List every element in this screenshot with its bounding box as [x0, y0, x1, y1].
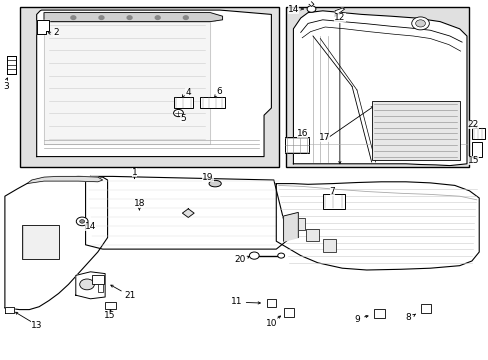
- Polygon shape: [334, 8, 344, 16]
- Text: 18: 18: [133, 199, 145, 208]
- Text: 7: 7: [329, 187, 335, 196]
- Circle shape: [173, 109, 183, 117]
- Bar: [373, 309, 384, 318]
- Polygon shape: [85, 176, 288, 249]
- Circle shape: [80, 279, 94, 290]
- Polygon shape: [5, 176, 107, 310]
- Text: 2: 2: [53, 28, 59, 37]
- Circle shape: [183, 16, 188, 19]
- Circle shape: [415, 20, 425, 27]
- Bar: [290, 218, 304, 230]
- Text: 19: 19: [202, 173, 213, 182]
- Polygon shape: [44, 22, 210, 144]
- Circle shape: [80, 220, 84, 223]
- Bar: [322, 194, 344, 209]
- Bar: [371, 101, 459, 160]
- Polygon shape: [182, 209, 194, 217]
- Circle shape: [411, 17, 428, 30]
- Text: 21: 21: [123, 292, 135, 300]
- Circle shape: [71, 16, 76, 19]
- Polygon shape: [27, 176, 102, 184]
- Bar: [420, 304, 430, 313]
- Circle shape: [155, 16, 160, 19]
- Text: 8: 8: [405, 313, 410, 322]
- Bar: [200, 97, 224, 108]
- Text: 1: 1: [131, 168, 137, 177]
- Bar: [284, 137, 308, 153]
- Circle shape: [277, 253, 284, 258]
- Bar: [305, 229, 319, 241]
- Text: 3: 3: [3, 82, 9, 91]
- Circle shape: [306, 6, 315, 12]
- Polygon shape: [37, 10, 271, 157]
- Text: 9: 9: [353, 315, 359, 324]
- Bar: [98, 284, 102, 292]
- Bar: [266, 299, 276, 307]
- Text: 22: 22: [467, 120, 478, 129]
- Polygon shape: [76, 272, 105, 299]
- Bar: [105, 302, 116, 309]
- Text: 14: 14: [287, 5, 299, 14]
- Text: 15: 15: [467, 156, 478, 166]
- Text: 4: 4: [185, 89, 191, 98]
- Polygon shape: [308, 2, 313, 6]
- Text: 16: 16: [296, 130, 308, 139]
- Bar: [92, 275, 104, 284]
- Bar: [471, 142, 481, 157]
- Circle shape: [99, 16, 103, 19]
- Text: 6: 6: [216, 87, 222, 96]
- Text: 15: 15: [104, 311, 116, 320]
- Polygon shape: [44, 13, 222, 22]
- Text: 12: 12: [333, 13, 345, 22]
- Circle shape: [76, 217, 88, 226]
- Circle shape: [249, 252, 259, 259]
- Text: 14: 14: [84, 222, 96, 231]
- Ellipse shape: [208, 180, 221, 187]
- Bar: [173, 97, 193, 108]
- Polygon shape: [293, 11, 466, 166]
- Text: 17: 17: [318, 133, 329, 142]
- Polygon shape: [37, 20, 49, 34]
- Bar: [285, 7, 468, 167]
- Polygon shape: [5, 307, 14, 313]
- Text: 10: 10: [265, 320, 277, 328]
- Text: 13: 13: [31, 321, 42, 330]
- Circle shape: [127, 16, 132, 19]
- Bar: [471, 128, 484, 139]
- Text: 20: 20: [233, 256, 245, 264]
- Text: 5: 5: [180, 114, 186, 122]
- Polygon shape: [283, 212, 298, 241]
- Bar: [22, 225, 59, 259]
- Bar: [20, 7, 278, 167]
- Bar: [283, 308, 294, 317]
- Text: 11: 11: [231, 297, 243, 306]
- Bar: [322, 239, 336, 252]
- Polygon shape: [276, 182, 478, 270]
